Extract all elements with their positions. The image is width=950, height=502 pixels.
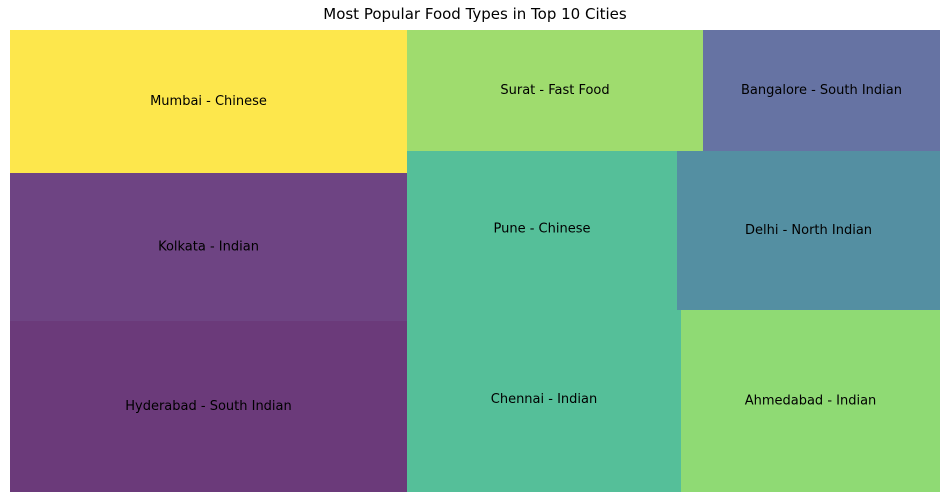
chart-title: Most Popular Food Types in Top 10 Cities	[323, 5, 627, 23]
treemap-tile-label: Ahmedabad - Indian	[745, 394, 877, 409]
treemap-tile-label: Mumbai - Chinese	[150, 94, 267, 109]
treemap-tile-label: Hyderabad - South Indian	[125, 399, 292, 414]
treemap-tile	[10, 30, 407, 173]
treemap-tile	[407, 151, 677, 307]
treemap-tile	[681, 310, 940, 492]
treemap-tile-label: Delhi - North Indian	[745, 223, 872, 238]
treemap-tile-label: Surat - Fast Food	[500, 83, 609, 98]
treemap-tile	[407, 307, 681, 492]
treemap-tile	[677, 151, 940, 310]
treemap-tile	[10, 173, 407, 321]
treemap-tile-label: Chennai - Indian	[491, 392, 597, 407]
treemap-tile	[407, 30, 703, 151]
treemap-tile-label: Pune - Chinese	[494, 222, 591, 237]
treemap-tile	[703, 30, 940, 151]
treemap-tile-label: Kolkata - Indian	[158, 240, 259, 255]
treemap-tile-label: Bangalore - South Indian	[741, 83, 902, 98]
treemap-tile	[10, 321, 407, 492]
